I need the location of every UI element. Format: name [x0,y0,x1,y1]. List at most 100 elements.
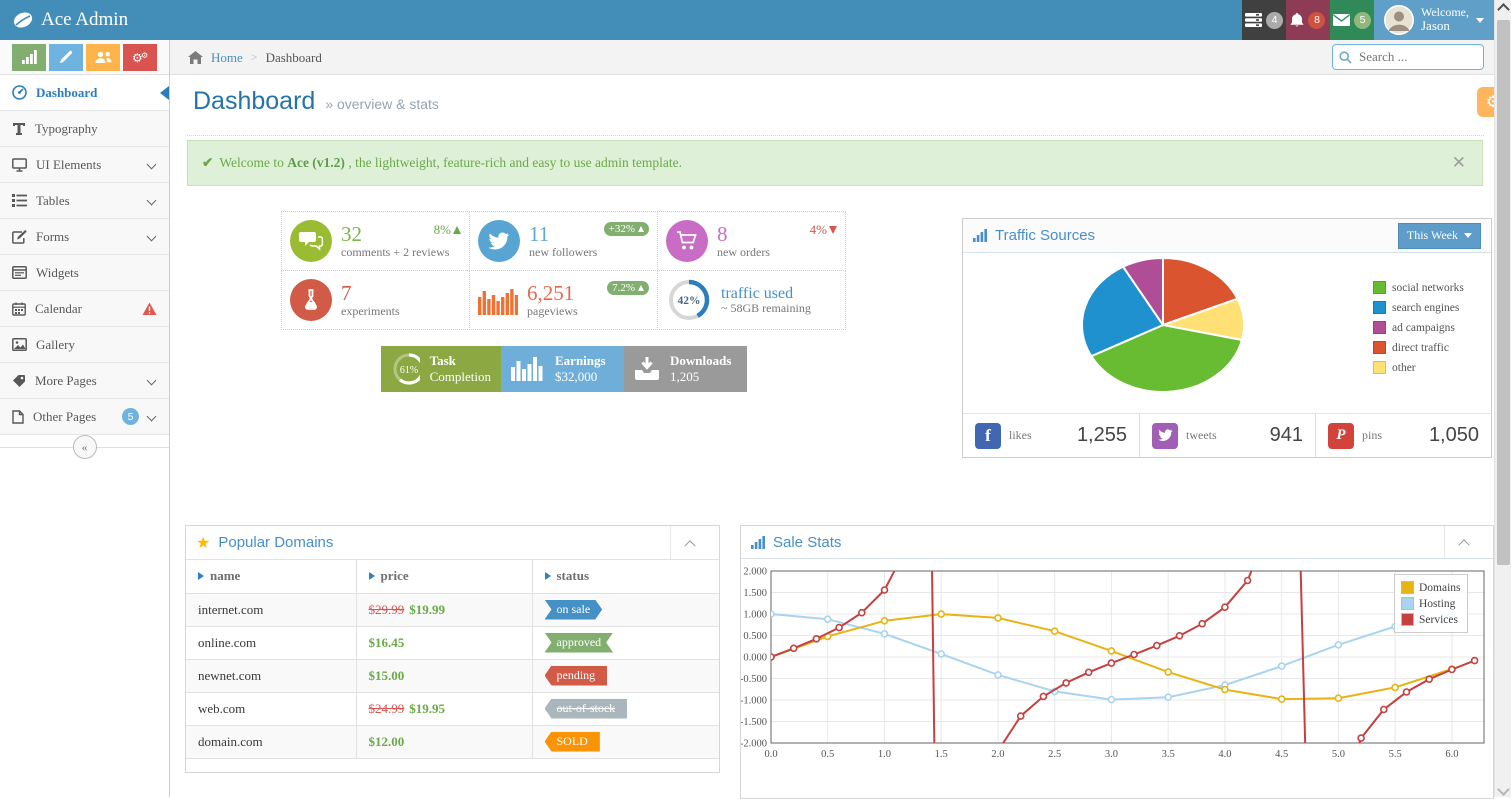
popular-domains-widget: ★ Popular Domains name price status intern… [185,525,720,773]
sidebar-item-forms[interactable]: Forms [0,219,169,255]
chevron-down-icon [1476,17,1484,23]
sidebar-shortcuts: ⚙ ⚙ [0,40,169,75]
domains-widget-title: Popular Domains [218,534,334,551]
twitter-icon [478,220,520,262]
scroll-up-button[interactable] [1496,2,1510,16]
svg-text:⚙: ⚙ [132,51,143,65]
scrollbar[interactable] [1494,0,1511,797]
bars-white-icon [511,357,545,381]
column-header-status[interactable]: status [532,560,719,594]
sales-widget-title: Sale Stats [773,533,842,551]
social-stat-label: pins [1362,428,1383,442]
sidebar-item-more-pages[interactable]: More Pages [0,363,169,399]
status-badge: pending [544,665,608,686]
tasks-button[interactable]: 4 [1241,0,1286,40]
shortcut-edit-button[interactable] [49,43,83,71]
messages-button[interactable]: 5 [1329,0,1374,40]
legend-item: direct traffic [1373,341,1464,354]
breadcrumb: Home > Dashboard [188,40,322,75]
domains-collapse-button[interactable] [670,526,709,559]
active-item-marker [160,85,169,100]
legend-label: Services [1419,613,1458,626]
column-header-price[interactable]: price [356,560,533,594]
table-row: newnet.com $15.00 pending [186,659,719,693]
social-stat-value: 1,255 [1076,424,1127,446]
user-menu[interactable]: Welcome, Jason [1373,0,1494,40]
more-pages-icon [12,374,26,388]
alerts-button[interactable]: 8 [1285,0,1330,40]
x-tick-label: 2.5 [1048,749,1061,760]
sidebar-item-tables[interactable]: Tables [0,183,169,219]
shortcut-settings-button[interactable]: ⚙ ⚙ [123,43,157,71]
breadcrumb-home-link[interactable]: Home [211,49,243,65]
domain-status-cell: approved [532,626,719,660]
y-tick-label: 1.000 [743,610,767,621]
sidebar-item-other-pages[interactable]: Other Pages 5 [0,399,169,435]
statbox-value: Completion [429,369,491,384]
legend-label: search engines [1392,301,1460,314]
x-tick-label: 2.0 [991,749,1004,760]
avatar [1383,5,1414,35]
tasks-count-badge: 4 [1265,11,1283,29]
infobox-stat: 8% [434,222,461,238]
pie-slice-search-engines [1081,265,1164,358]
sidebar-item-dashboard[interactable]: Dashboard [0,75,169,111]
domain-name-cell: online.com [186,626,357,660]
domain-status-cell: SOLD [532,725,719,759]
sidebar-item-label: Other Pages [33,408,97,424]
x-tick-label: 3.0 [1105,749,1118,760]
x-tick-label: 5.5 [1389,749,1402,760]
download-icon [634,357,660,381]
pie-legend: social networks search engines ad campaign… [1373,281,1464,381]
chevron-up-icon [1458,539,1470,551]
traffic-widget-header: Traffic Sources This Week [963,219,1491,253]
infobox-value: 32 [341,221,362,246]
domain-status-cell: pending [532,659,719,693]
sidebar-item-typography[interactable]: Typography [0,111,169,147]
shortcut-stats-button[interactable] [12,43,46,71]
user-name: Jason [1420,18,1450,34]
facebook-icon: f [975,422,1001,449]
y-tick-label: -2.000 [741,739,767,750]
legend-swatch [1401,597,1414,610]
sidebar-item-calendar[interactable]: Calendar [0,291,169,327]
sales-widget-header: Sale Stats [741,526,1493,559]
widgets-icon [12,266,27,279]
traffic-remaining-label: ~ 58GB remaining [721,301,811,316]
legend-item: social networks [1373,281,1464,294]
y-tick-label: 0.500 [743,631,767,642]
pinterest-icon: P [1328,422,1354,449]
statbox-title: Task [429,353,456,368]
x-tick-label: 4.0 [1218,749,1231,760]
y-tick-label: 0.000 [743,653,767,664]
legend-swatch [1373,321,1386,334]
page-header: Dashboard » overview & stats [193,87,439,116]
legend-label: Domains [1419,581,1461,594]
svg-text:42%: 42% [678,295,701,307]
ui-elements-icon [12,157,27,172]
column-header-name[interactable]: name [186,560,357,594]
infobox-grid: 32 comments + 2 reviews 8% 11 new followers +… [281,211,848,330]
scrollbar-thumb[interactable] [1497,20,1510,565]
infobox-label: comments + 2 reviews [341,244,450,259]
domain-price-cell: $29.99 $19.99 [356,593,533,627]
legend-swatch [1401,613,1414,626]
traffic-divider [963,413,1491,414]
brand[interactable]: Ace Admin [12,0,128,40]
sidebar-collapse-toggle[interactable]: « [72,435,97,459]
alert-close-icon[interactable]: ✕ [1451,153,1466,172]
sales-collapse-button[interactable] [1444,526,1483,558]
traffic-pie-chart [1081,257,1245,393]
sidebar-item-ui-elements[interactable]: UI Elements [0,147,169,183]
search-input[interactable] [1357,48,1471,66]
period-select-button[interactable]: This Week [1397,222,1481,249]
shortcut-users-button[interactable] [86,43,120,71]
sidebar-item-widgets[interactable]: Widgets [0,255,169,291]
scroll-down-button[interactable] [1496,782,1510,796]
chevron-down-icon [146,411,157,422]
sidebar-item-label: Gallery [36,336,75,352]
breadcrumb-separator: > [250,50,258,64]
messages-count-badge: 5 [1353,11,1371,29]
sidebar-item-gallery[interactable]: Gallery [0,327,169,363]
legend-swatch [1401,581,1414,594]
